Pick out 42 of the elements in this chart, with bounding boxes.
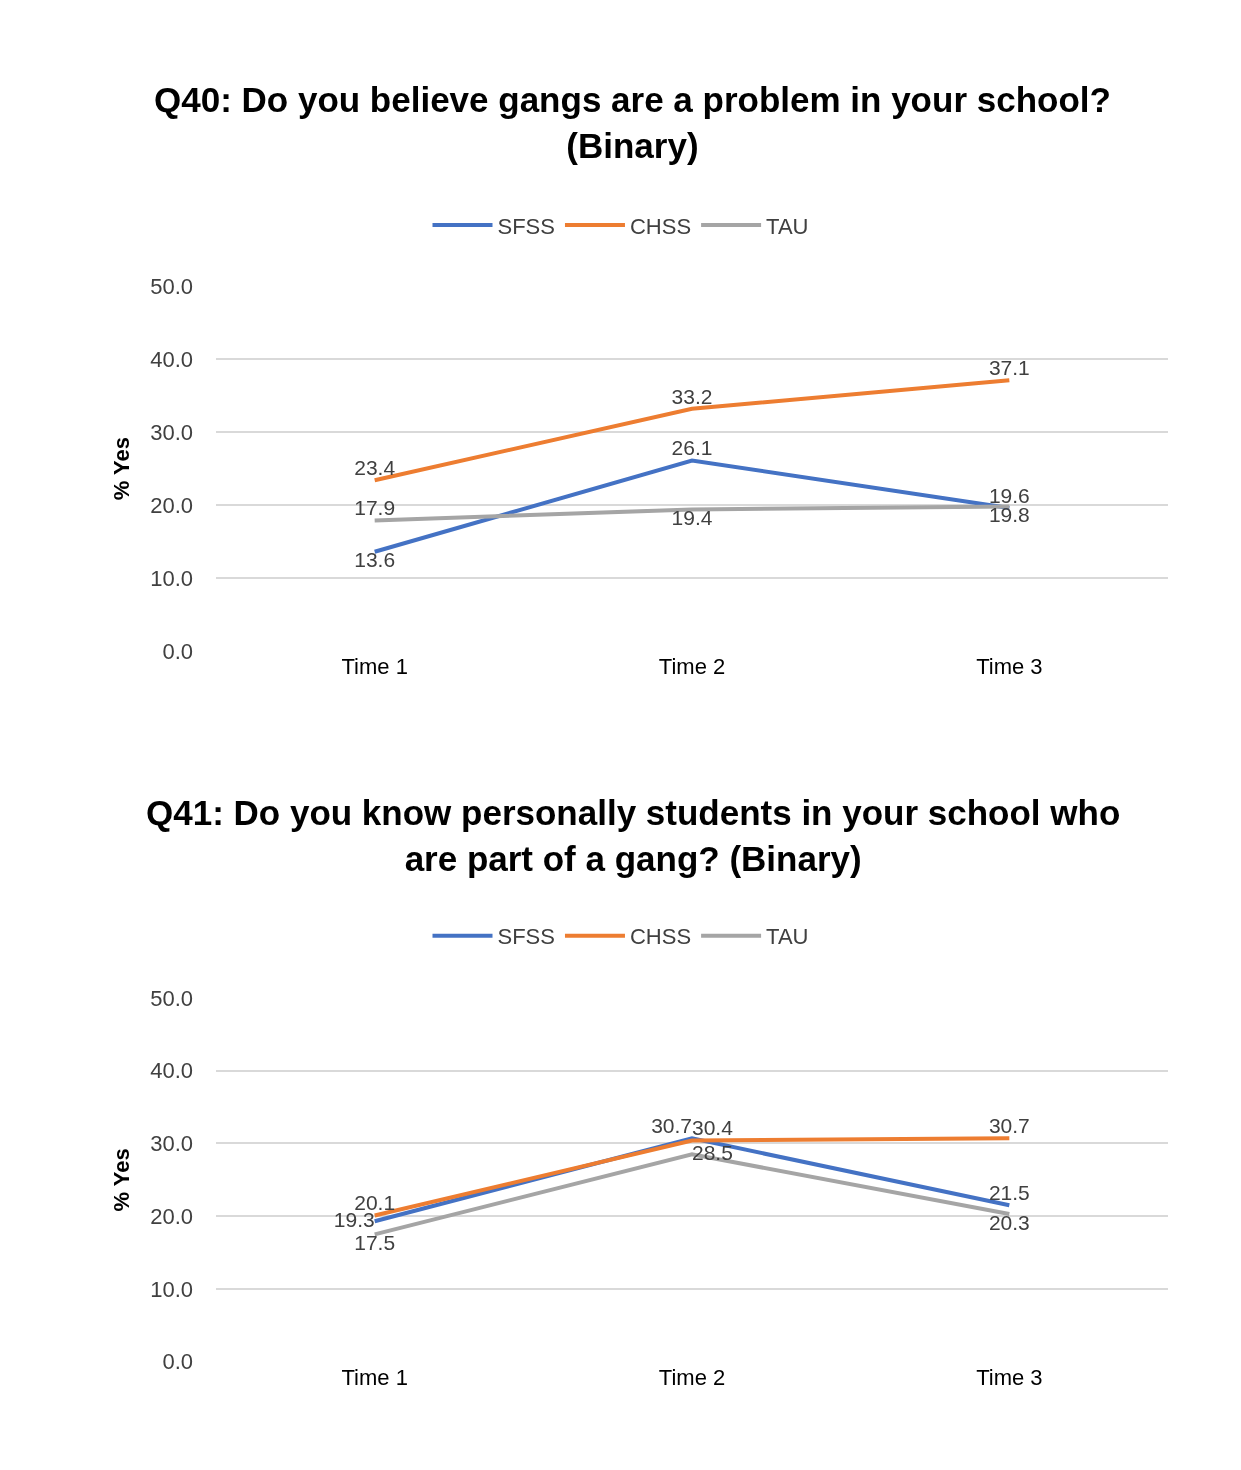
- y-tick-label: 10.0: [150, 1276, 193, 1302]
- chart-title: Q41: Do you know personally students in your school who are part of a gang? (Binary): [146, 793, 1121, 878]
- x-tick-label: Time 3: [976, 1364, 1043, 1390]
- legend-label: TAU: [766, 213, 809, 239]
- data-label: 30.4: [692, 1116, 734, 1140]
- data-label: 19.4: [671, 506, 713, 530]
- y-tick-label: 0.0: [162, 638, 193, 664]
- data-label: 28.5: [692, 1140, 733, 1164]
- data-label: 30.7: [651, 1114, 692, 1138]
- data-label: 20.3: [988, 1210, 1030, 1234]
- data-label: 33.2: [671, 384, 713, 408]
- legend-label: TAU: [766, 924, 809, 950]
- chart-title: Q40: Do you believe gangs are a problem in your school? (Binary): [154, 80, 1111, 165]
- legend-label: CHSS: [629, 924, 692, 950]
- y-tick-label: 40.0: [150, 1058, 193, 1084]
- y-tick-label: 0.0: [162, 1349, 193, 1375]
- y-tick-label: 10.0: [150, 565, 193, 591]
- data-label: 30.7: [988, 1114, 1030, 1138]
- y-tick-label: 30.0: [150, 1131, 193, 1157]
- y-tick-label: 20.0: [150, 492, 193, 518]
- y-tick-label: 40.0: [150, 346, 193, 372]
- data-label: 21.5: [988, 1181, 1030, 1204]
- x-tick-label: Time 1: [341, 1364, 408, 1390]
- data-label: 37.1: [988, 356, 1030, 380]
- y-tick-label: 30.0: [150, 419, 193, 445]
- data-label: 23.4: [354, 456, 396, 480]
- x-tick-label: Time 2: [658, 1364, 726, 1390]
- y-axis-title: % Yes: [108, 436, 134, 501]
- y-tick-label: 20.0: [150, 1203, 193, 1229]
- legend-label: SFSS: [497, 924, 555, 950]
- x-tick-label: Time 1: [341, 653, 408, 679]
- data-label: 26.1: [671, 436, 713, 460]
- data-label: 17.5: [354, 1231, 396, 1255]
- legend-label: CHSS: [629, 213, 692, 239]
- y-tick-label: 50.0: [150, 985, 193, 1011]
- y-tick-label: 50.0: [150, 273, 193, 299]
- x-tick-label: Time 3: [976, 653, 1043, 679]
- x-tick-label: Time 2: [658, 653, 726, 679]
- y-axis-title: % Yes: [108, 1148, 134, 1212]
- data-label: 13.6: [354, 548, 396, 572]
- legend-label: SFSS: [497, 213, 555, 239]
- data-label: 17.9: [354, 496, 396, 520]
